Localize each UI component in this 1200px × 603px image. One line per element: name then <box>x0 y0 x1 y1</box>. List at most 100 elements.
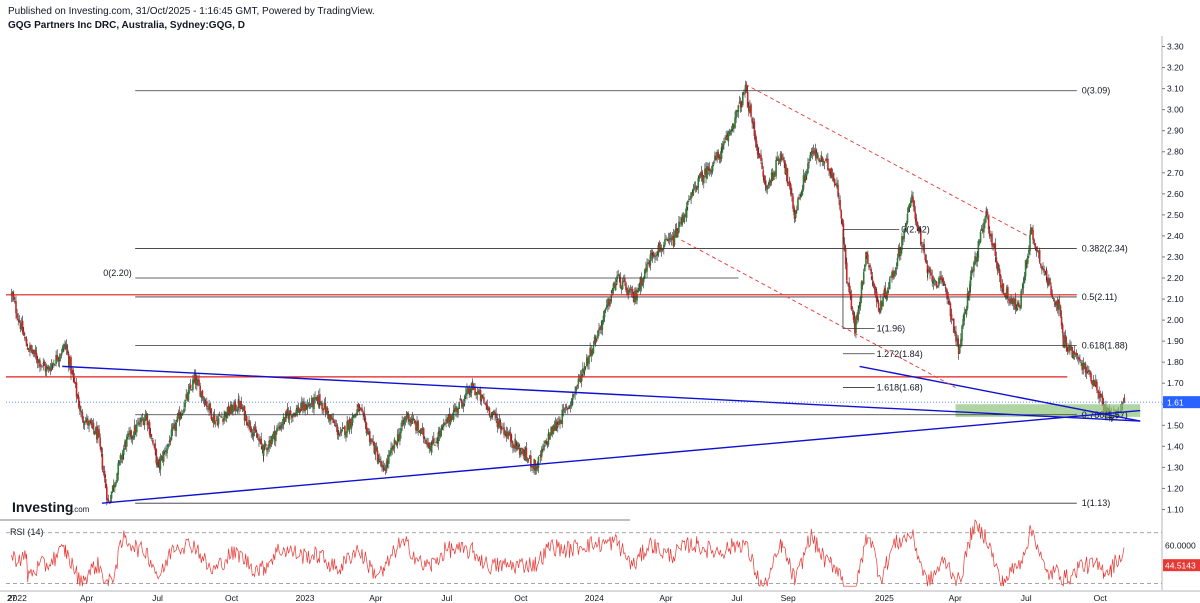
candle-body <box>169 440 172 443</box>
rsi-line <box>11 519 1125 587</box>
y-tick-label: 1.10 <box>1167 504 1184 514</box>
candle-body <box>1036 250 1039 252</box>
candle-body <box>440 425 443 431</box>
candle-body <box>1085 371 1088 373</box>
candle-body <box>494 412 496 415</box>
candle-body <box>356 409 358 416</box>
candle-body <box>808 161 810 164</box>
candle-body <box>675 227 678 238</box>
candle-body <box>253 427 256 431</box>
candle-body <box>917 227 920 231</box>
candle-body <box>381 464 383 468</box>
candle-body <box>858 305 861 310</box>
candle-body <box>171 427 174 431</box>
candle-body <box>103 470 106 478</box>
candle-body <box>784 162 787 175</box>
candle-body <box>35 353 38 361</box>
candle-body <box>144 415 147 421</box>
candle-body <box>355 413 357 415</box>
candle-body <box>425 440 427 444</box>
candle-body <box>831 174 834 179</box>
candle-body <box>568 405 571 407</box>
candle-body <box>296 408 299 412</box>
candle-body <box>334 425 337 427</box>
candle-body <box>941 279 943 281</box>
candle-body <box>965 309 968 316</box>
candle-body <box>175 422 178 431</box>
candle-body <box>267 447 269 450</box>
candle-body <box>928 269 930 272</box>
candle-body <box>895 268 898 270</box>
candle-body <box>605 304 608 308</box>
candle-body <box>182 412 184 414</box>
candle-body <box>120 456 123 460</box>
candle-body <box>42 363 45 365</box>
candle-body <box>829 169 832 172</box>
candle-body <box>738 101 741 104</box>
candle-body <box>335 424 338 427</box>
candle-body <box>994 243 997 256</box>
candle-body <box>16 313 18 319</box>
candle-body <box>1035 246 1038 252</box>
candle-body <box>351 415 354 424</box>
candle-body <box>186 394 189 399</box>
candle-body <box>1095 380 1097 386</box>
candle-body <box>431 439 434 446</box>
candle-body <box>898 247 901 256</box>
candle-body <box>514 438 516 448</box>
candle-body <box>370 441 372 444</box>
candle-body <box>715 156 717 161</box>
candle-body <box>399 432 401 442</box>
candle-body <box>542 448 544 451</box>
candle-body <box>69 358 71 368</box>
candle-body <box>984 218 986 224</box>
logo-suffix: .com <box>72 505 90 514</box>
candle-body <box>364 417 367 424</box>
candle-body <box>647 262 649 264</box>
candle-body <box>955 331 957 342</box>
candle-body <box>462 403 465 407</box>
candle-body <box>1068 345 1070 352</box>
candle-body <box>73 376 76 383</box>
candle-body <box>583 366 586 372</box>
fib-extension-label: 0(2.42) <box>901 225 930 235</box>
candle-body <box>295 409 298 415</box>
y-tick-label: 2.00 <box>1167 315 1184 325</box>
candle-body <box>819 159 821 163</box>
candle-body <box>852 310 855 320</box>
candle-body <box>658 243 661 252</box>
candle-body <box>750 104 752 117</box>
candle-body <box>86 417 88 421</box>
candle-body <box>588 355 590 364</box>
candle-body <box>154 443 156 451</box>
candle-body <box>810 151 813 156</box>
candle-body <box>55 354 57 365</box>
candle-body <box>1007 286 1009 298</box>
candle-body <box>50 364 53 370</box>
candle-body <box>560 422 562 424</box>
candle-body <box>579 376 582 382</box>
candle-body <box>755 140 758 148</box>
candle-body <box>942 278 945 283</box>
candle-body <box>488 407 491 416</box>
candle-body <box>740 106 743 108</box>
y-tick-label: 3.20 <box>1167 63 1184 73</box>
candle-body <box>92 422 95 430</box>
candle-body <box>861 281 864 284</box>
candle-body <box>803 176 806 181</box>
candle-body <box>508 432 511 436</box>
candle-body <box>615 279 618 283</box>
candle-body <box>890 276 892 278</box>
candle-body <box>392 445 395 450</box>
candle-body <box>129 430 131 436</box>
candle-body <box>601 320 604 330</box>
candle-body <box>67 354 70 366</box>
candle-body <box>597 330 599 339</box>
candle-body <box>226 407 229 419</box>
candle-body <box>303 402 305 411</box>
candle-body <box>419 429 422 434</box>
candle-body <box>312 398 314 408</box>
candle-body <box>598 328 600 331</box>
candle-body <box>380 460 382 466</box>
